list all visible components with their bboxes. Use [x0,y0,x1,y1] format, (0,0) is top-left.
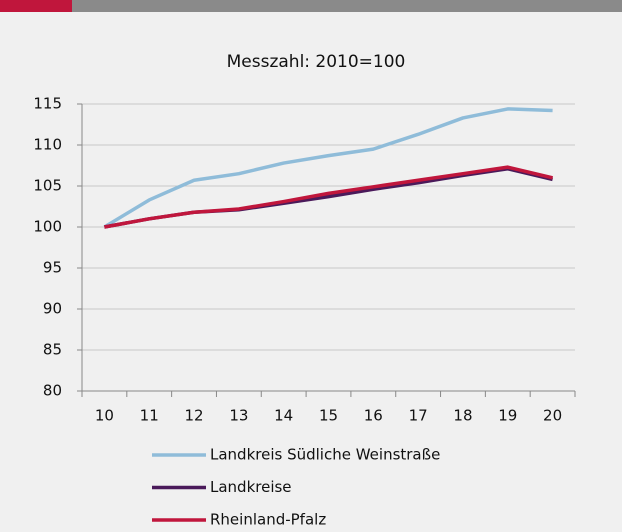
y-tick-label: 100 [33,218,62,236]
x-tick-label: 18 [453,407,472,425]
y-tick-label: 105 [33,177,62,195]
header-bar [72,0,622,12]
y-tick-label: 90 [43,300,62,318]
x-tick-label: 15 [319,407,338,425]
x-tick-label: 13 [229,407,248,425]
series-line [104,165,553,229]
x-tick-label: 17 [409,407,428,425]
x-tick-label: 10 [95,407,114,425]
x-tick-label: 11 [140,407,159,425]
x-tick-label: 19 [498,407,517,425]
x-tick-label: 14 [274,407,293,425]
x-tick-label: 12 [184,407,203,425]
legend-label: Landkreise [210,478,292,496]
x-tick-label: 20 [543,407,562,425]
legend-label: Rheinland-Pfalz [210,511,326,529]
header-accent [0,0,72,12]
x-tick-label: 16 [364,407,383,425]
chart-title: Messzahl: 2010=100 [227,52,406,72]
series-line [103,107,553,229]
y-tick-label: 115 [33,95,62,113]
legend-label: Landkreis Südliche Weinstraße [210,446,440,464]
y-tick-label: 95 [43,259,62,277]
y-tick-label: 85 [43,341,62,359]
y-tick-label: 80 [43,382,62,400]
y-tick-label: 110 [33,136,62,154]
